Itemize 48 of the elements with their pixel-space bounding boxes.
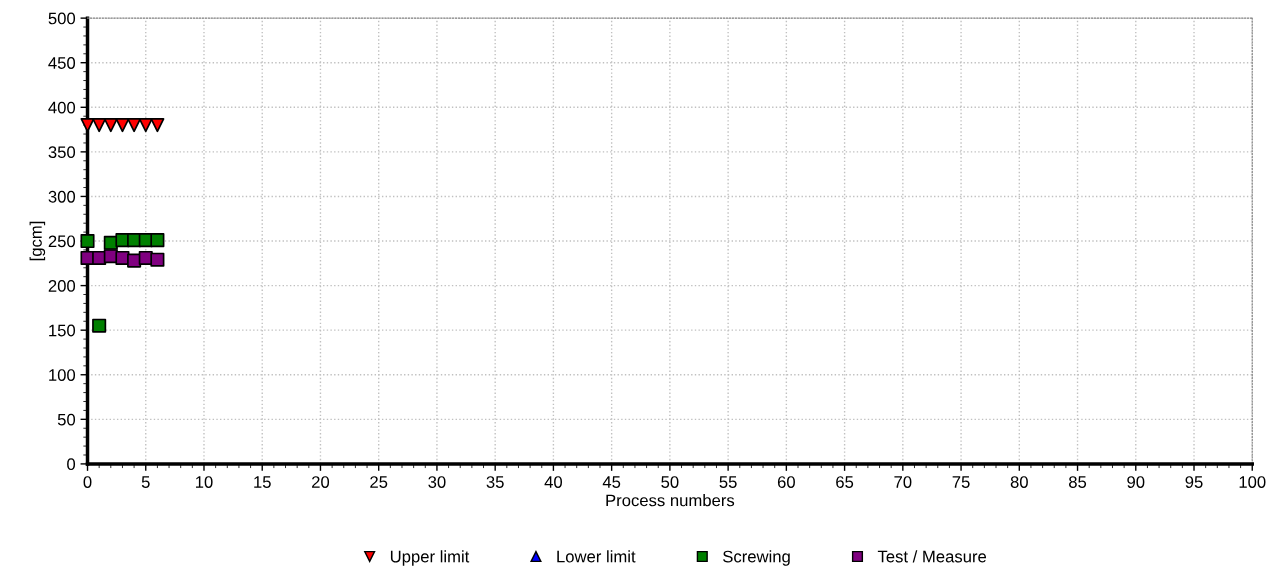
- x-tick-label: 30: [428, 476, 446, 488]
- x-tick-label: 95: [1185, 476, 1203, 488]
- point: [150, 233, 165, 248]
- x-tick-label: 100: [1239, 476, 1266, 488]
- x-tick-label: 0: [83, 476, 92, 488]
- y-tick-label: 0: [67, 458, 76, 471]
- x-tick-label: 90: [1127, 476, 1145, 488]
- legend-label: Lower limit: [557, 550, 636, 563]
- point: [150, 118, 165, 133]
- x-tick-label: 65: [836, 476, 854, 488]
- point: [92, 318, 107, 333]
- x-tick-label: 20: [312, 476, 330, 488]
- x-tick-label: 35: [486, 476, 504, 488]
- x-tick-label: 25: [370, 476, 388, 488]
- x-tick-label: 80: [1010, 476, 1028, 488]
- point: [150, 252, 165, 267]
- legend-label: Upper limit: [390, 550, 470, 566]
- y-tick-label: 500: [48, 12, 76, 25]
- point: [115, 118, 130, 133]
- point: [138, 118, 153, 133]
- y-tick-label: 150: [49, 324, 76, 337]
- x-tick-label: 45: [602, 476, 621, 488]
- y-tick-label: 350: [48, 146, 76, 159]
- x-tick-label: 10: [195, 476, 213, 488]
- y-tick-label: 400: [48, 101, 76, 114]
- y-tick-label: 50: [57, 413, 76, 426]
- y-tick-label: 450: [48, 57, 76, 69]
- x-tick-label: 55: [719, 476, 737, 488]
- point: [80, 233, 95, 249]
- point: [127, 118, 142, 133]
- legend-label: Test / Measure: [877, 550, 987, 563]
- y-tick-label: 300: [48, 190, 76, 203]
- x-tick-label: 75: [952, 476, 970, 488]
- y-tick-label: 100: [49, 369, 76, 381]
- y-tick-label: 250: [48, 235, 76, 248]
- y-tick-label: 200: [48, 280, 76, 292]
- x-tick-label: 60: [777, 476, 795, 488]
- point: [92, 118, 107, 133]
- x-tick-label: 5: [141, 476, 150, 488]
- x-tick-label: 40: [544, 476, 563, 488]
- point: [103, 118, 118, 133]
- y-axis-title: [gcm]: [29, 221, 46, 261]
- x-axis-title: Process numbers: [606, 494, 735, 507]
- legend-label: Screwing: [723, 550, 790, 566]
- x-tick-label: 15: [254, 476, 271, 488]
- x-tick-label: 50: [661, 476, 679, 488]
- x-tick-label: 85: [1069, 476, 1087, 488]
- x-tick-label: 70: [894, 476, 912, 488]
